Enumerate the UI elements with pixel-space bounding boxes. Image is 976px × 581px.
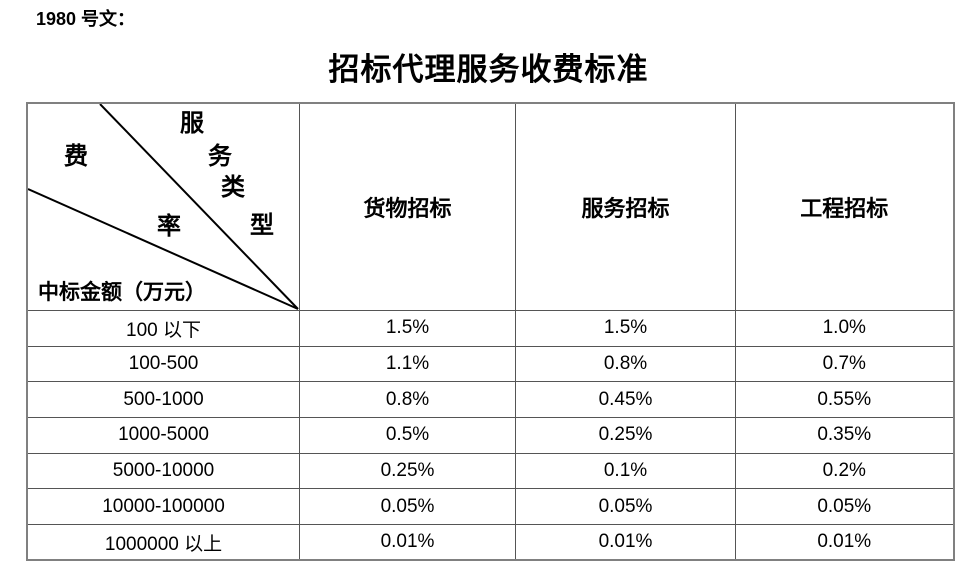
corner-fee-char-2: 率 <box>157 214 181 240</box>
services-rate-cell: 0.45% <box>515 381 736 419</box>
engineering-rate-cell: 0.2% <box>735 452 954 490</box>
goods-rate-cell: 0.01% <box>299 524 516 561</box>
column-header-goods: 货物招标 <box>299 102 516 311</box>
engineering-rate-cell: 0.01% <box>735 524 954 561</box>
goods-rate-cell: 1.5% <box>299 310 516 347</box>
goods-rate-cell: 1.1% <box>299 345 516 383</box>
amount-range-cell: 10000-100000 <box>26 488 300 526</box>
corner-service-type-char-3: 类 <box>221 175 245 201</box>
services-rate-cell: 0.05% <box>515 488 736 526</box>
goods-rate-cell: 0.5% <box>299 417 516 454</box>
engineering-rate-cell: 0.7% <box>735 345 954 383</box>
amount-range-cell: 1000000 以上 <box>26 524 300 561</box>
services-rate-cell: 0.1% <box>515 452 736 490</box>
engineering-rate-cell: 0.35% <box>735 417 954 454</box>
corner-amount-axis-label: 中标金额（万元） <box>38 280 206 304</box>
table-row: 500-1000 0.8% 0.45% 0.55% <box>26 381 954 419</box>
table-row: 100 以下 1.5% 1.5% 1.0% <box>26 310 954 347</box>
goods-rate-cell: 0.05% <box>299 488 516 526</box>
doc-reference-label: 1980 号文： <box>36 9 136 29</box>
amount-range-cell: 500-1000 <box>26 381 300 419</box>
engineering-rate-cell: 0.05% <box>735 488 954 526</box>
services-rate-cell: 1.5% <box>515 310 736 347</box>
corner-service-type-char-2: 务 <box>208 144 232 170</box>
table-row: 10000-100000 0.05% 0.05% 0.05% <box>26 488 954 526</box>
amount-range-cell: 5000-10000 <box>26 452 300 490</box>
goods-rate-cell: 0.25% <box>299 452 516 490</box>
table-header-row: 费 率 服 务 类 型 中标金额（万元） 货物招标 服务招标 工程招标 <box>26 102 954 311</box>
diagonal-corner-cell: 费 率 服 务 类 型 中标金额（万元） <box>26 102 300 311</box>
table-row: 1000000 以上 0.01% 0.01% 0.01% <box>26 524 954 561</box>
corner-fee-char-1: 费 <box>64 144 88 170</box>
engineering-rate-cell: 0.55% <box>735 381 954 419</box>
engineering-rate-cell: 1.0% <box>735 310 954 347</box>
services-rate-cell: 0.8% <box>515 345 736 383</box>
column-header-services: 服务招标 <box>515 102 736 311</box>
corner-service-type-char-1: 服 <box>180 111 204 137</box>
services-rate-cell: 0.01% <box>515 524 736 561</box>
corner-service-type-char-4: 型 <box>250 213 274 239</box>
table-row: 100-500 1.1% 0.8% 0.7% <box>26 345 954 383</box>
amount-range-cell: 100-500 <box>26 345 300 383</box>
page-title: 招标代理服务收费标准 <box>328 52 649 87</box>
fee-standard-table: 费 率 服 务 类 型 中标金额（万元） 货物招标 服务招标 工程招标 100 … <box>26 102 955 562</box>
goods-rate-cell: 0.8% <box>299 381 516 419</box>
diagonal-split-lines <box>28 104 299 310</box>
table-row: 5000-10000 0.25% 0.1% 0.2% <box>26 452 954 490</box>
table-row: 1000-5000 0.5% 0.25% 0.35% <box>26 417 954 454</box>
amount-range-cell: 1000-5000 <box>26 417 300 454</box>
services-rate-cell: 0.25% <box>515 417 736 454</box>
column-header-engineering: 工程招标 <box>735 102 954 311</box>
amount-range-cell: 100 以下 <box>26 310 300 347</box>
